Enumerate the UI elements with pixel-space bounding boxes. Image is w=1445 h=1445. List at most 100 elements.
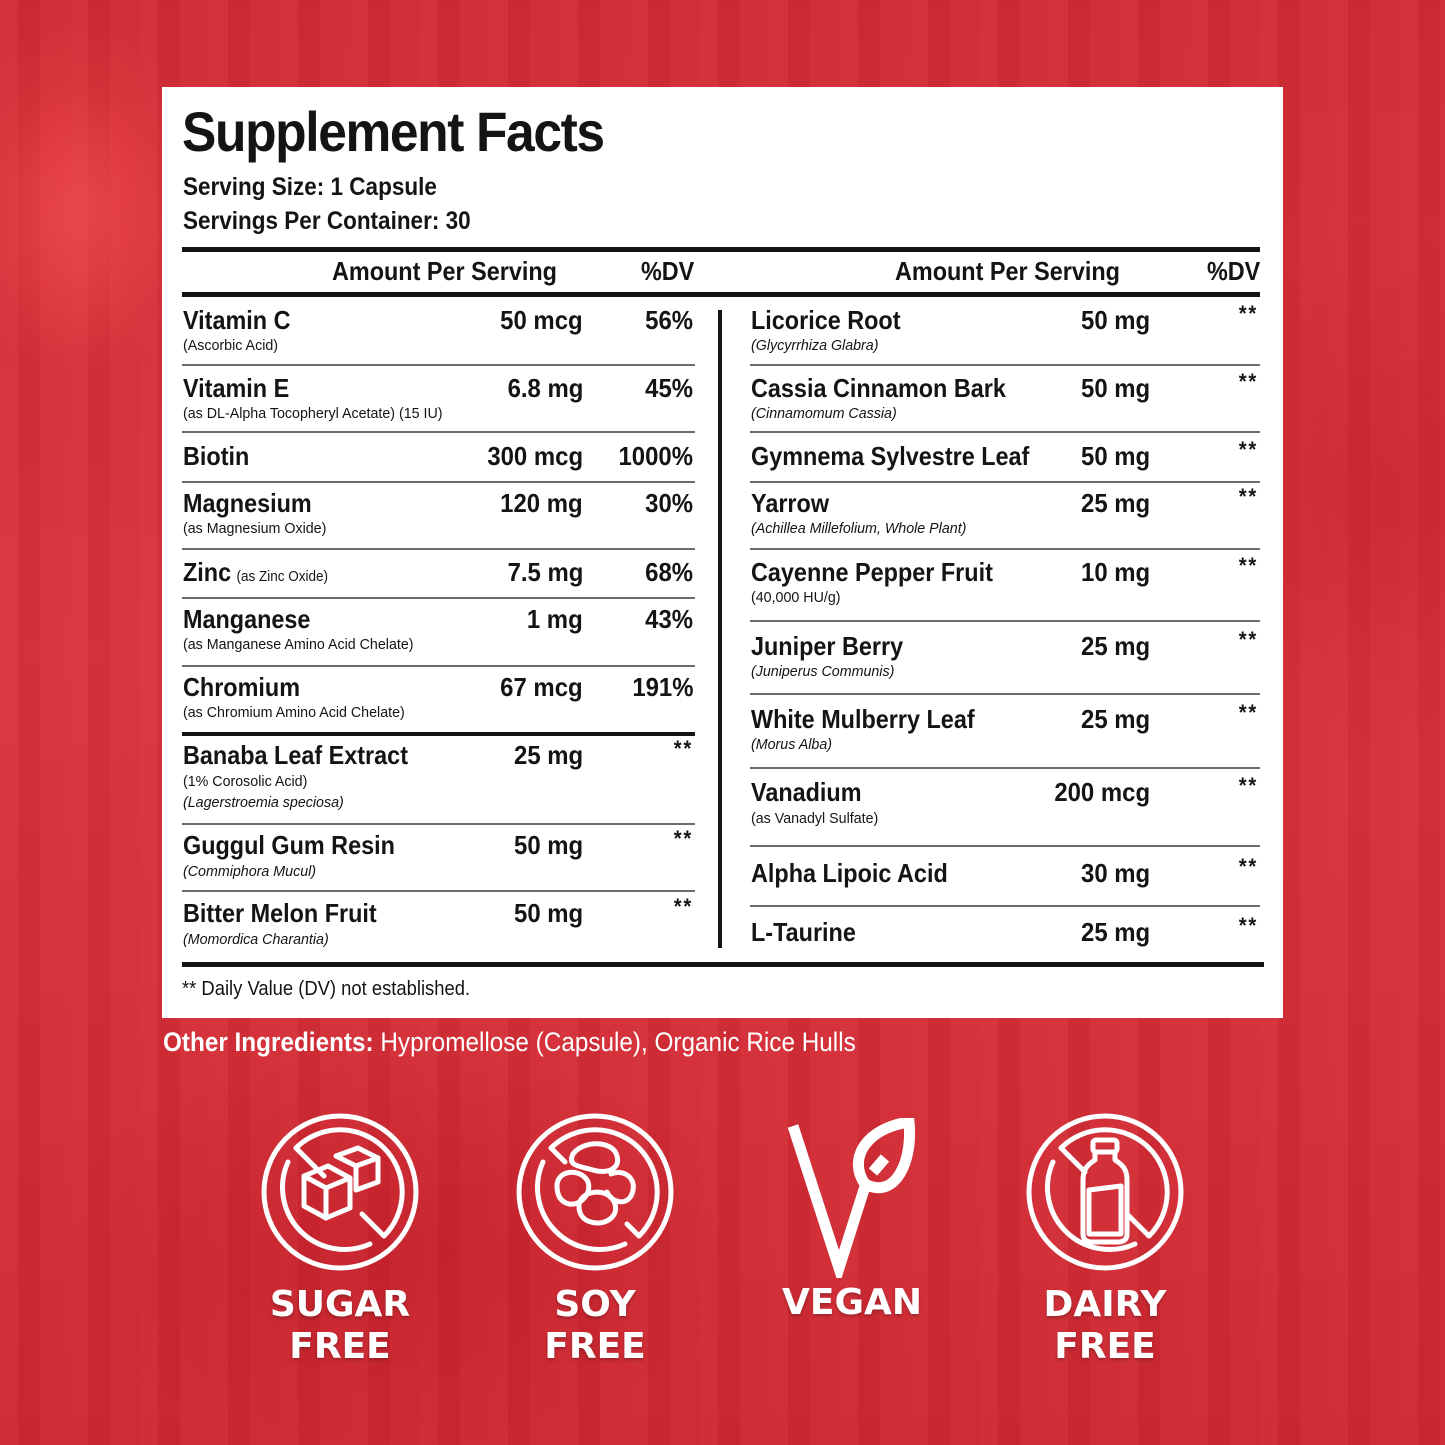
nutrient-amount: 200 mcg bbox=[1054, 777, 1150, 807]
no-soy-beans-icon bbox=[516, 1113, 674, 1271]
nutrient-name: Biotin bbox=[183, 441, 250, 471]
right-header-dv: %DV bbox=[1206, 256, 1261, 286]
nutrient-name: Zinc (as Zinc Oxide) bbox=[183, 557, 329, 587]
nutrient-dv: 56% bbox=[645, 305, 693, 335]
nutrient-amount: 25 mg bbox=[1080, 917, 1150, 947]
badge-label-line2: FREE bbox=[289, 1326, 391, 1367]
nutrient-name: Vitamin C bbox=[183, 305, 291, 335]
nutrient-dv: ** bbox=[1238, 484, 1258, 509]
nutrient-name: Manganese bbox=[183, 604, 311, 634]
nutrient-name: Gymnema Sylvestre Leaf bbox=[751, 441, 1030, 471]
nutrient-dv: ** bbox=[1238, 553, 1258, 578]
left-header-dv: %DV bbox=[640, 256, 695, 286]
nutrient-name: Guggul Gum Resin bbox=[183, 830, 395, 860]
nutrient-dv: ** bbox=[1238, 369, 1258, 394]
nutrient-amount: 25 mg bbox=[1080, 704, 1150, 734]
nutrient-name: Banaba Leaf Extract bbox=[183, 740, 408, 770]
row-divider bbox=[182, 823, 695, 825]
nutrient-amount: 67 mcg bbox=[500, 672, 583, 702]
nutrient-name: Vitamin E bbox=[183, 373, 290, 403]
row-divider bbox=[750, 767, 1260, 769]
top-rule bbox=[182, 247, 1260, 252]
nutrient-botanical-name: (Momordica Charantia) bbox=[183, 931, 329, 948]
nutrient-source: (Ascorbic Acid) bbox=[183, 337, 279, 354]
row-divider bbox=[182, 548, 695, 550]
nutrient-name: Bitter Melon Fruit bbox=[183, 898, 377, 928]
other-ingredients-value: Hypromellose (Capsule), Organic Rice Hul… bbox=[373, 1027, 856, 1057]
nutrient-dv: 68% bbox=[645, 557, 693, 587]
badge-sugar-free: SUGAR FREE bbox=[240, 1110, 440, 1368]
nutrient-dv: ** bbox=[1238, 301, 1258, 326]
nutrient-name: Yarrow bbox=[751, 488, 830, 518]
nutrient-amount: 1 mg bbox=[527, 604, 583, 634]
nutrient-botanical-name: (Commiphora Mucul) bbox=[183, 863, 317, 880]
nutrient-amount: 7.5 mg bbox=[507, 557, 583, 587]
other-ingredients: Other Ingredients: Hypromellose (Capsule… bbox=[163, 1027, 856, 1058]
nutrient-amount: 25 mg bbox=[1080, 631, 1150, 661]
badge-label-line1: SOY bbox=[554, 1284, 636, 1325]
row-divider bbox=[750, 431, 1260, 433]
row-divider bbox=[750, 548, 1260, 550]
row-divider bbox=[182, 597, 695, 599]
nutrient-dv: ** bbox=[673, 894, 693, 919]
badge-label-line2: FREE bbox=[544, 1326, 646, 1367]
nutrient-botanical-name: (Cinnamomum Cassia) bbox=[751, 405, 897, 422]
no-sugar-cubes-icon bbox=[261, 1113, 419, 1271]
nutrient-amount: 10 mg bbox=[1080, 557, 1150, 587]
left-header-amount: Amount Per Serving bbox=[332, 256, 557, 286]
nutrient-amount: 25 mg bbox=[513, 740, 583, 770]
nutrient-source: (1% Corosolic Acid) bbox=[183, 773, 308, 790]
badge-label-line1: VEGAN bbox=[782, 1282, 922, 1323]
nutrient-amount: 50 mg bbox=[1080, 373, 1150, 403]
nutrient-dv: ** bbox=[1238, 773, 1258, 798]
nutrient-name: Chromium bbox=[183, 672, 300, 702]
nutrient-amount: 300 mcg bbox=[487, 441, 583, 471]
nutrient-name: Juniper Berry bbox=[751, 631, 904, 661]
nutrient-name: Licorice Root bbox=[751, 305, 901, 335]
bottom-rule bbox=[182, 962, 1264, 967]
nutrient-dv: ** bbox=[673, 826, 693, 851]
header-rule bbox=[182, 292, 1260, 297]
serving-size: Serving Size: 1 Capsule bbox=[183, 173, 437, 201]
nutrient-amount: 50 mg bbox=[1080, 441, 1150, 471]
background-person-photo bbox=[0, 0, 180, 1100]
nutrient-dv: 45% bbox=[645, 373, 693, 403]
row-divider bbox=[750, 845, 1260, 847]
page-title: Supplement Facts bbox=[182, 100, 605, 163]
nutrient-source: (as Zinc Oxide) bbox=[236, 568, 329, 585]
nutrient-source: (as DL-Alpha Tocopheryl Acetate) (15 IU) bbox=[183, 405, 443, 422]
nutrient-amount: 50 mg bbox=[513, 898, 583, 928]
nutrient-amount: 50 mg bbox=[513, 830, 583, 860]
nutrient-amount: 30 mg bbox=[1080, 858, 1150, 888]
row-divider bbox=[750, 905, 1260, 907]
nutrient-dv: 191% bbox=[631, 672, 693, 702]
nutrient-source: (as Chromium Amino Acid Chelate) bbox=[183, 704, 405, 721]
nutrient-source: (as Vanadyl Sulfate) bbox=[751, 810, 879, 827]
right-header-amount: Amount Per Serving bbox=[895, 256, 1120, 286]
nutrient-botanical-name: (Glycyrrhiza Glabra) bbox=[751, 337, 879, 354]
nutrient-dv: 30% bbox=[645, 488, 693, 518]
nutrient-name: Cassia Cinnamon Bark bbox=[751, 373, 1006, 403]
nutrient-amount: 120 mg bbox=[500, 488, 583, 518]
nutrient-dv: ** bbox=[1238, 913, 1258, 938]
nutrient-dv: 43% bbox=[645, 604, 693, 634]
nutrient-source: (as Manganese Amino Acid Chelate) bbox=[183, 636, 414, 653]
nutrient-amount: 50 mcg bbox=[500, 305, 583, 335]
row-divider bbox=[182, 364, 695, 366]
nutrient-source: (as Magnesium Oxide) bbox=[183, 520, 327, 537]
nutrient-name: Magnesium bbox=[183, 488, 312, 518]
nutrient-dv: ** bbox=[1238, 700, 1258, 725]
no-milk-bottle-icon bbox=[1026, 1113, 1184, 1271]
row-divider bbox=[182, 481, 695, 483]
supplement-facts-panel: Supplement Facts Serving Size: 1 Capsule… bbox=[162, 87, 1283, 1018]
row-divider bbox=[750, 364, 1260, 366]
badge-label-line1: DAIRY bbox=[1043, 1284, 1167, 1325]
vitamins-section-rule bbox=[182, 732, 695, 736]
row-divider bbox=[750, 620, 1260, 622]
nutrient-botanical-name: (Morus Alba) bbox=[751, 736, 833, 753]
row-divider bbox=[182, 665, 695, 667]
column-divider bbox=[718, 310, 722, 948]
nutrient-botanical-name: (Juniperus Communis) bbox=[751, 663, 895, 680]
nutrient-name: Cayenne Pepper Fruit bbox=[751, 557, 993, 587]
nutrient-botanical-name: (Achillea Millefolium, Whole Plant) bbox=[751, 520, 967, 537]
